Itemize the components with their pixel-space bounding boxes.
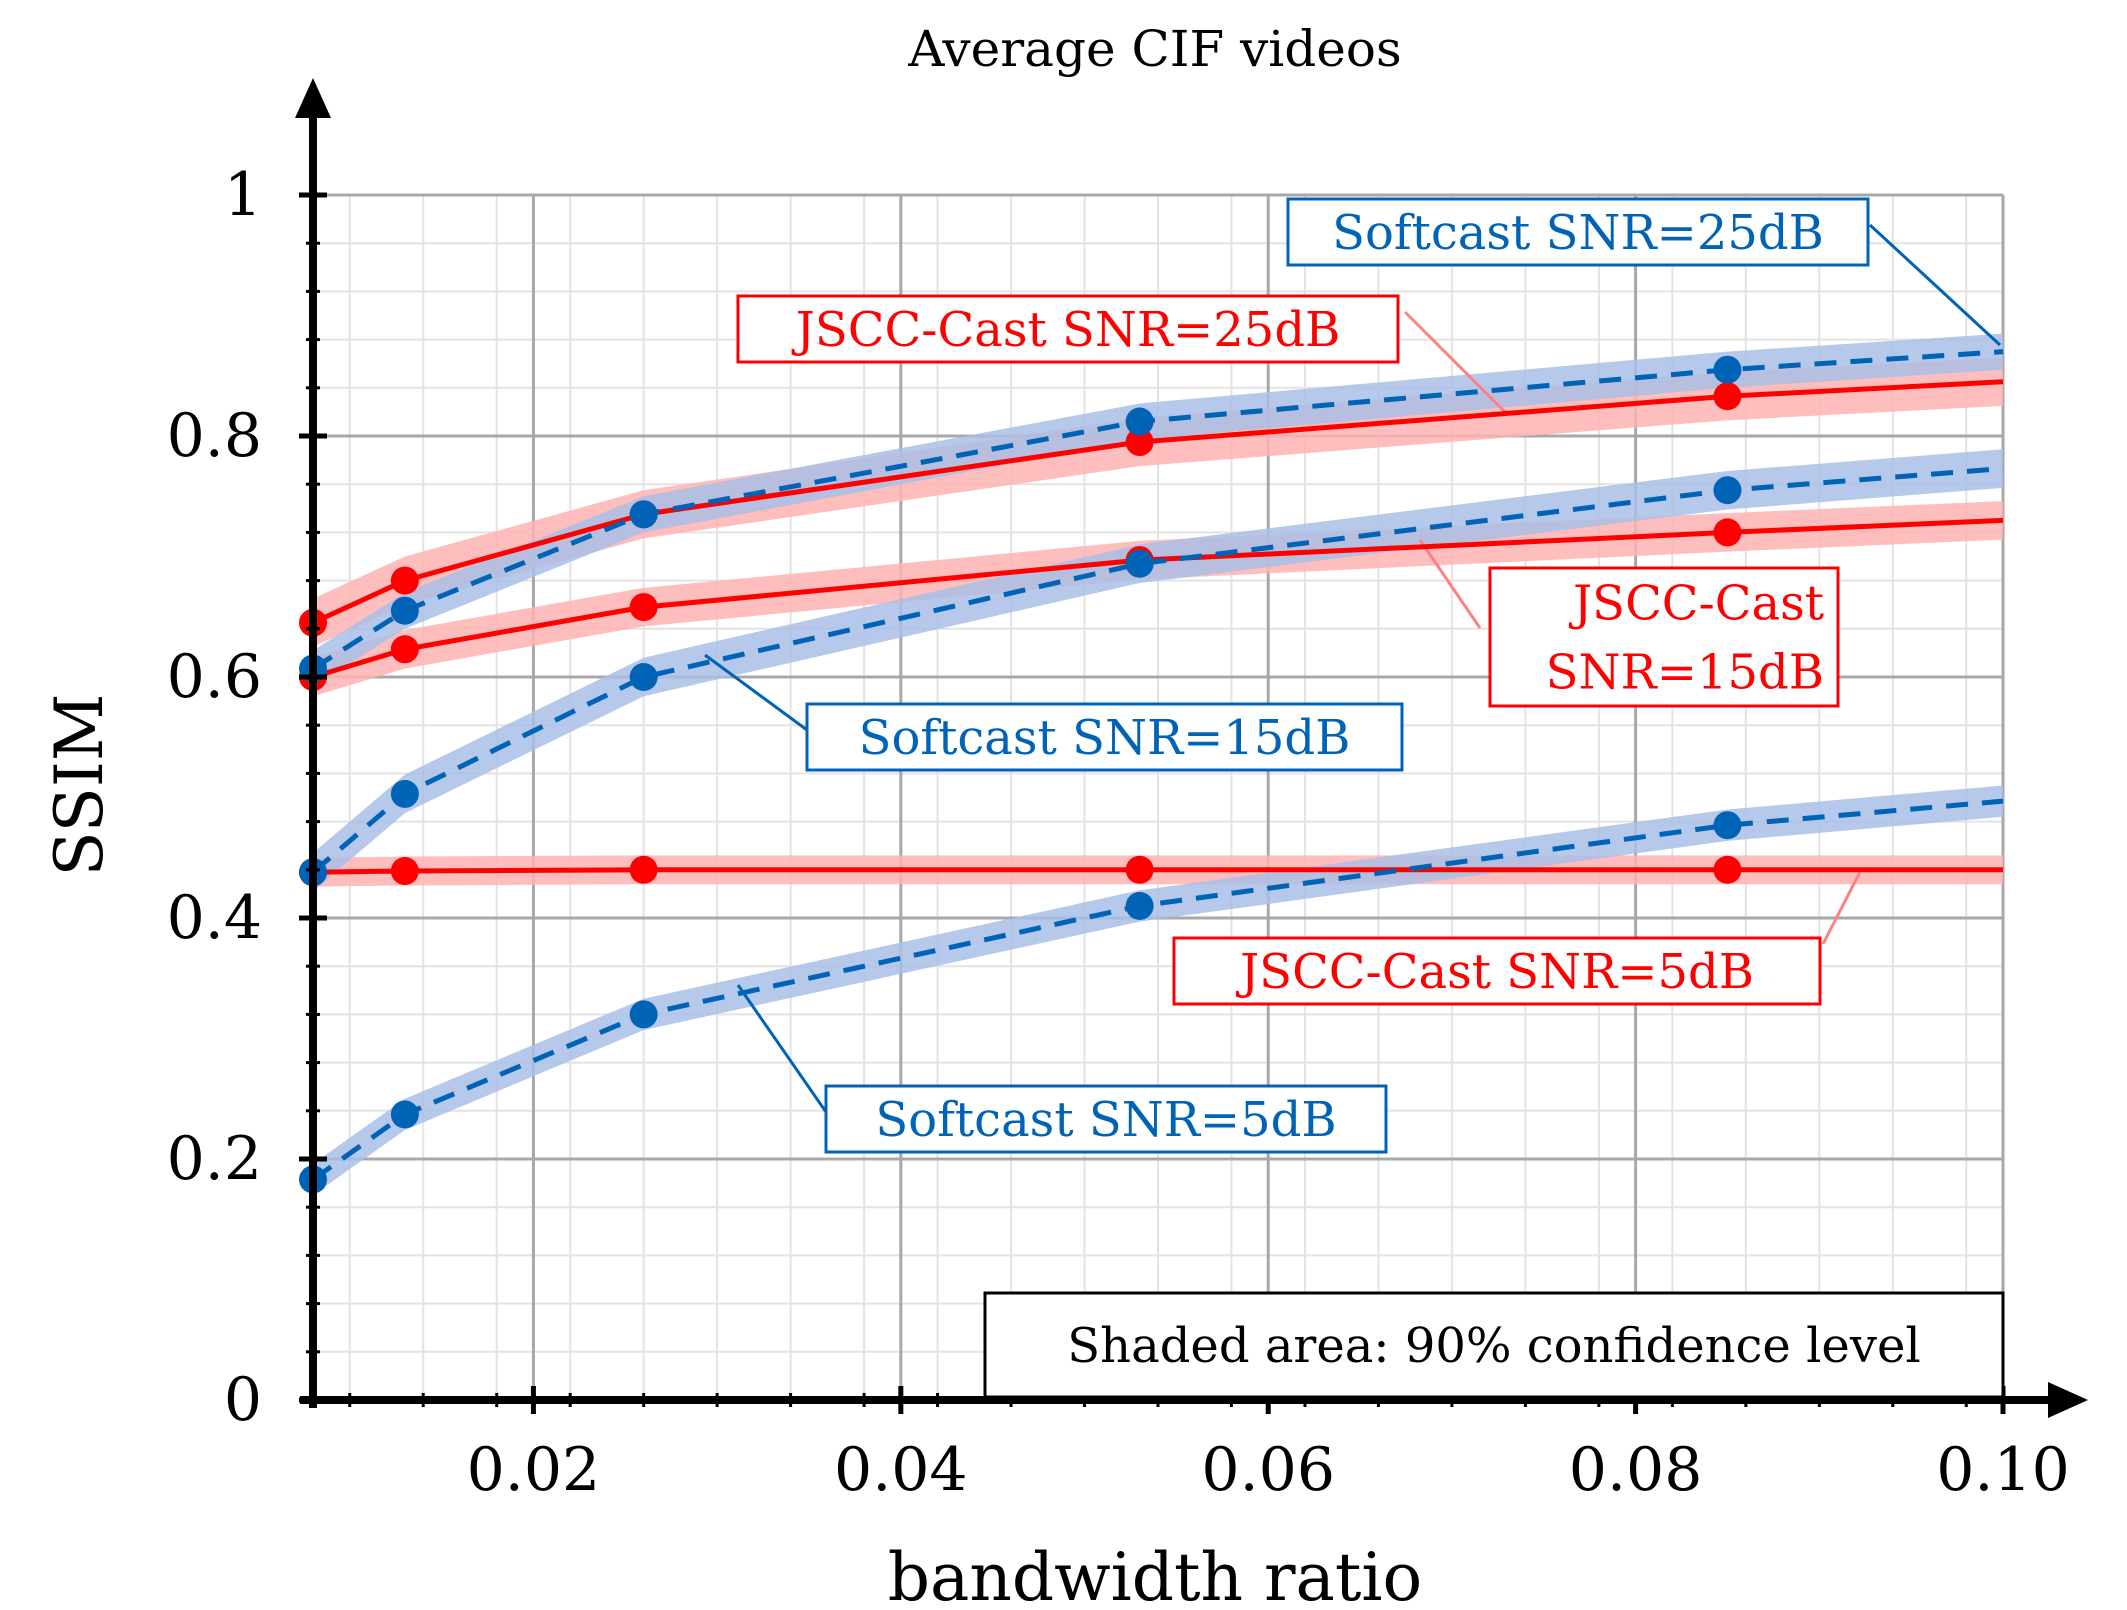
data-point-1-4 (1713, 518, 1742, 547)
series-line-2 (312, 867, 2003, 875)
series-line-5 (311, 798, 2004, 1182)
confidence-note: Shaded area: 90% confidence level (1067, 1318, 1920, 1374)
data-point-4-2 (629, 663, 658, 691)
series-label-3: Softcast SNR=25dB (1332, 205, 1824, 261)
y-axis-arrow (295, 78, 331, 118)
x-tick-label: 0.04 (834, 1435, 968, 1505)
data-point-0-3 (1125, 428, 1154, 457)
data-point-5-1 (390, 1100, 419, 1129)
data-point-2-2 (629, 855, 658, 884)
x-axis-label: bandwidth ratio (888, 1539, 1422, 1610)
label-leader-5 (736, 984, 828, 1113)
y-tick-label: 0.2 (167, 1124, 262, 1194)
tick-labels: 0.02 0.04 0.06 0.08 0.10 0 0.2 0.4 0.6 0.8 1 (167, 160, 2070, 1505)
series-line-0 (311, 379, 2004, 626)
data-point-3-1 (390, 596, 419, 625)
label-leader-2 (1821, 871, 1862, 945)
series-label-1: JSCC-Cast (1568, 576, 1824, 632)
y-axis-label: SSIM (41, 694, 118, 877)
legend-note: Shaded area: 90% confidence level (983, 1291, 2005, 1399)
y-tick-label: 0 (224, 1365, 262, 1435)
y-tick-label: 0.6 (167, 642, 262, 712)
label-box-4 (805, 702, 1404, 772)
x-tick-label: 0.10 (1936, 1435, 2070, 1505)
data-point-4-3 (1125, 549, 1154, 578)
data-point-1-2 (629, 593, 658, 622)
data-point-4-1 (390, 779, 419, 808)
chart-title: Average CIF videos (907, 20, 1401, 78)
series-labels: JSCC-Cast SNR=25dB JSCC-Cast SNR=15dB JSCC-… (736, 197, 1870, 1154)
data-point-3-4 (1713, 355, 1742, 384)
x-tick-label: 0.02 (467, 1435, 601, 1505)
label-box-1 (1488, 566, 1840, 708)
confidence-band-5 (313, 785, 2003, 1196)
label-leader-0 (1403, 310, 1507, 414)
data-point-4-4 (1713, 476, 1742, 505)
series-label-2: JSCC-Cast SNR=5dB (1235, 944, 1754, 1000)
data-point-0-1 (390, 566, 419, 595)
confidence-band-0 (313, 357, 2003, 647)
series-line-3 (311, 349, 2004, 671)
series-label-5: Softcast SNR=5dB (875, 1092, 1336, 1148)
data-point-5-4 (1713, 811, 1742, 840)
series-markers (299, 355, 1742, 1194)
data-point-2-4 (1713, 855, 1742, 884)
confidence-band-1 (313, 501, 2003, 697)
label-box-5 (824, 1084, 1388, 1154)
series-label-0: JSCC-Cast SNR=25dB (791, 302, 1341, 358)
label-leader-4 (704, 653, 808, 732)
label-leader-1 (1418, 539, 1482, 629)
x-axis-arrow (2048, 1382, 2088, 1418)
series-line-4 (311, 466, 2004, 875)
y-tick-label: 1 (224, 160, 262, 230)
y-tick-label: 0.4 (167, 883, 262, 953)
data-point-2-3 (1125, 855, 1154, 884)
data-point-1-1 (390, 635, 419, 664)
label-box-3 (1286, 197, 1870, 267)
data-point-5-2 (629, 1000, 658, 1029)
data-point-2-1 (390, 857, 419, 886)
data-point-3-2 (629, 500, 658, 529)
series-label-1: SNR=15dB (1546, 645, 1824, 701)
x-tick-label: 0.08 (1569, 1435, 1703, 1505)
data-point-3-3 (1125, 407, 1154, 436)
data-point-5-3 (1125, 891, 1154, 920)
label-box-0 (736, 294, 1400, 364)
data-point-0-4 (1713, 382, 1742, 411)
series-lines (311, 349, 2004, 1182)
label-leader-lines (704, 223, 2002, 1113)
series-label-4: Softcast SNR=15dB (859, 710, 1351, 766)
y-tick-label: 0.8 (167, 401, 262, 471)
x-tick-label: 0.06 (1201, 1435, 1335, 1505)
series-line-1 (312, 517, 2004, 680)
label-leader-3 (1868, 223, 2002, 347)
label-box-2 (1172, 936, 1822, 1006)
